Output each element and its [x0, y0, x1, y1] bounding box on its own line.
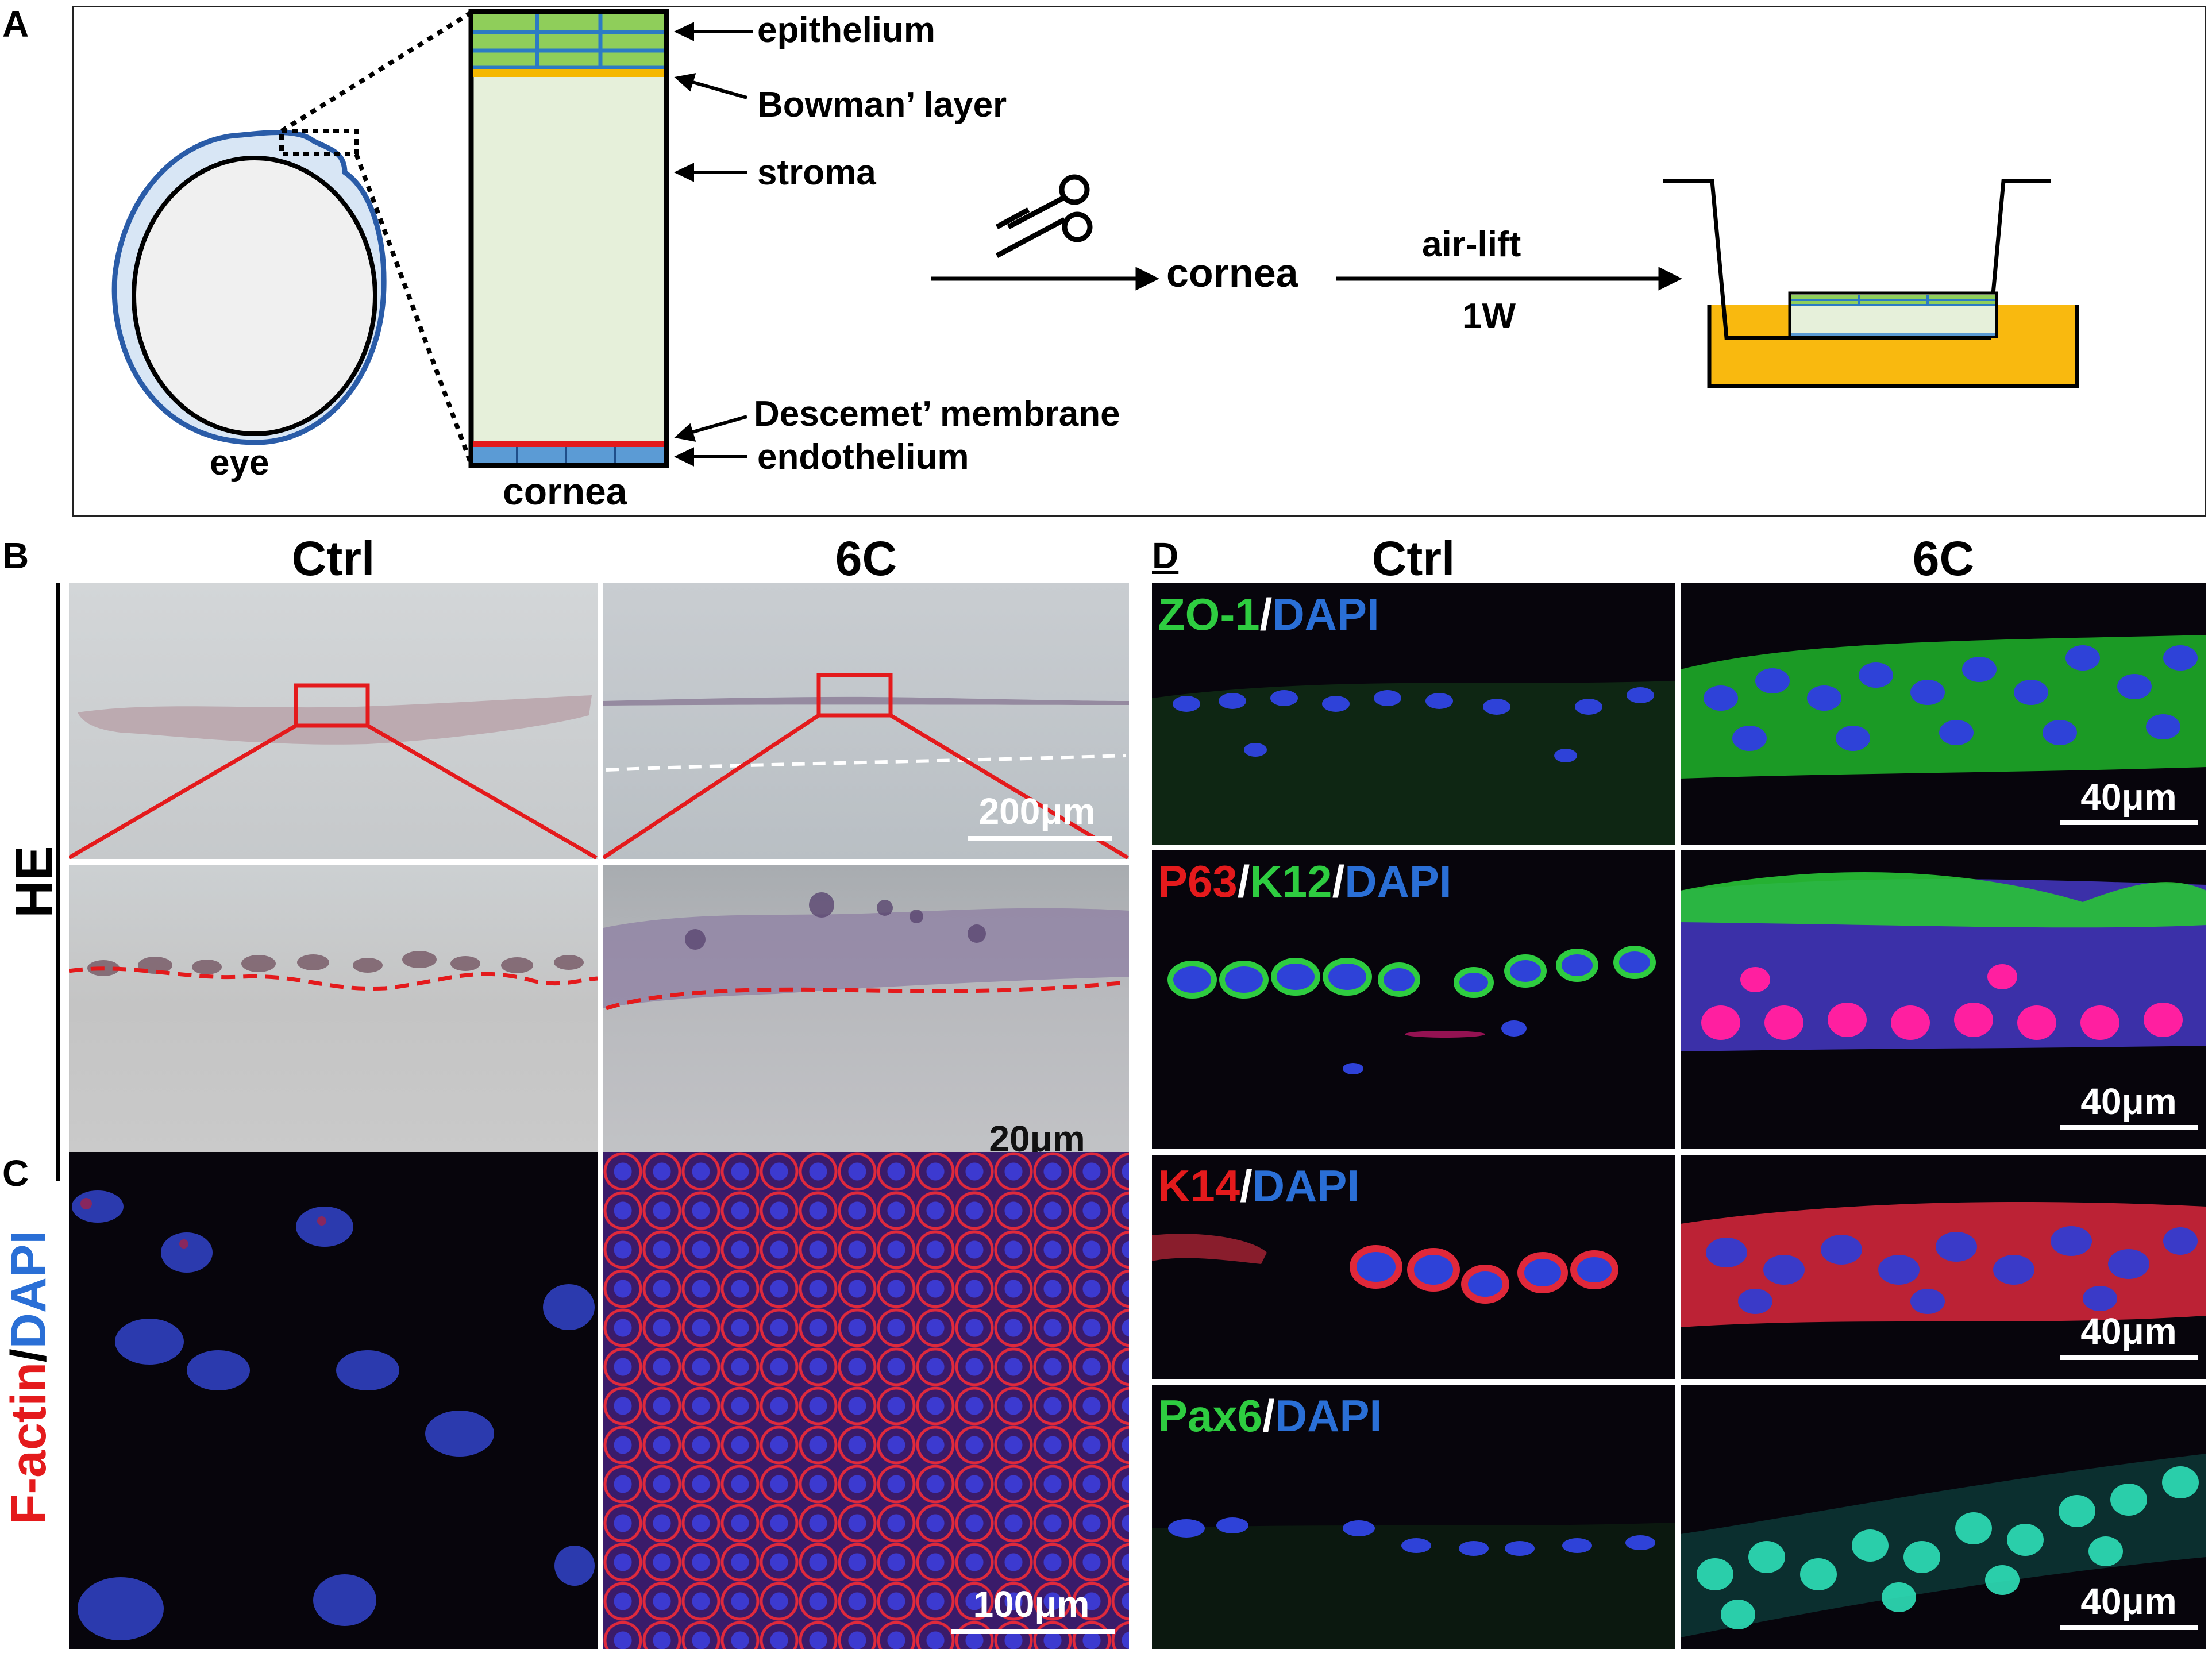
p63k12-scale-label: 40μm — [2080, 1081, 2177, 1122]
panel-b-col-ctrl: Ctrl — [291, 531, 375, 585]
panel-c-stain-label: F-actin/DAPI — [1, 1230, 56, 1524]
panel-a-diagram — [111, 9, 2079, 468]
pax6-stain-label: Pax6/DAPI — [1158, 1390, 1382, 1441]
descemet-label: Descemet’ membrane — [754, 394, 1120, 434]
p63k12-ctrl-image: P63/K12/DAPI — [1152, 850, 1675, 1149]
scissors-icon — [995, 174, 1093, 258]
p63k12-6c-image: 40μm — [1681, 850, 2206, 1149]
transwell-insert — [1663, 179, 2079, 388]
stain-factin: F-actin — [1, 1362, 56, 1524]
endothelium-layer — [473, 447, 664, 463]
k14-scale-bar — [2060, 1355, 2198, 1360]
zo1-stain-label: ZO-1/DAPI — [1158, 589, 1379, 639]
he-6c-zoom: 20μm — [603, 865, 1129, 1181]
p63k12-stain-label: P63/K12/DAPI — [1158, 856, 1452, 907]
zo1-6c-image: 40μm — [1681, 583, 2206, 845]
panel-d-col-ctrl: Ctrl — [1371, 531, 1455, 585]
panel-d-col-6c: 6C — [1912, 531, 1975, 585]
p63k12-scale-bar — [2060, 1125, 2198, 1130]
epithelium-label: epithelium — [757, 10, 936, 50]
zo1-ctrl-image: ZO-1/DAPI — [1152, 583, 1675, 845]
panel-label-c: C — [2, 1153, 29, 1194]
stain-dapi: DAPI — [1, 1230, 56, 1349]
panel-label-a: A — [2, 3, 29, 45]
zo1-scale-bar — [2060, 820, 2198, 825]
pax6-ctrl-image: Pax6/DAPI — [1152, 1385, 1675, 1649]
zoom-box — [279, 129, 359, 156]
airlift-label: air-lift — [1422, 225, 1521, 264]
epithelium-layer — [473, 14, 664, 69]
he-scale-bar-top — [968, 836, 1112, 841]
stroma-label: stroma — [757, 153, 876, 192]
he-bracket — [56, 583, 60, 1181]
he-6c-zoom-box — [816, 673, 893, 718]
panel-a-frame — [72, 6, 2206, 517]
endothelium-label: endothelium — [757, 437, 969, 477]
k14-stain-label: K14/DAPI — [1158, 1161, 1360, 1211]
pax6-scale-bar — [2060, 1625, 2198, 1630]
pax6-6c-image: 40μm — [1681, 1385, 2206, 1649]
factin-ctrl-image — [69, 1152, 598, 1649]
factin-6c-image: 100μm — [603, 1152, 1129, 1649]
eye-label: eye — [210, 443, 269, 483]
k14-6c-image: 40μm — [1681, 1155, 2206, 1379]
eye-globe — [132, 156, 377, 436]
zo1-scale-label: 40μm — [2080, 776, 2177, 818]
bowman-layer — [473, 69, 664, 77]
panel-label-d: D — [1152, 535, 1179, 576]
cornea-stroma — [468, 9, 669, 468]
k14-ctrl-image: K14/DAPI — [1152, 1155, 1675, 1379]
he-ctrl-overview — [69, 583, 598, 859]
factin-scale-label: 100μm — [973, 1583, 1090, 1625]
factin-scale-bar — [951, 1629, 1115, 1634]
he-ctrl-zoom-box — [294, 683, 370, 728]
pax6-scale-label: 40μm — [2080, 1581, 2177, 1622]
panel-b-col-6c: 6C — [835, 531, 897, 585]
descemet-layer — [473, 441, 664, 447]
he-scale-label-top: 200μm — [978, 791, 1096, 832]
he-6c-overview: 200μm — [603, 583, 1129, 859]
duration-label: 1W — [1462, 296, 1516, 336]
cornea-label: cornea — [503, 470, 627, 513]
k14-scale-label: 40μm — [2080, 1311, 2177, 1352]
process-cornea-label: cornea — [1166, 251, 1298, 295]
bowman-label: Bowman’ layer — [757, 85, 1007, 125]
he-row-label: HE — [6, 846, 63, 918]
panel-label-b: B — [2, 535, 29, 576]
he-ctrl-zoom — [69, 865, 598, 1181]
